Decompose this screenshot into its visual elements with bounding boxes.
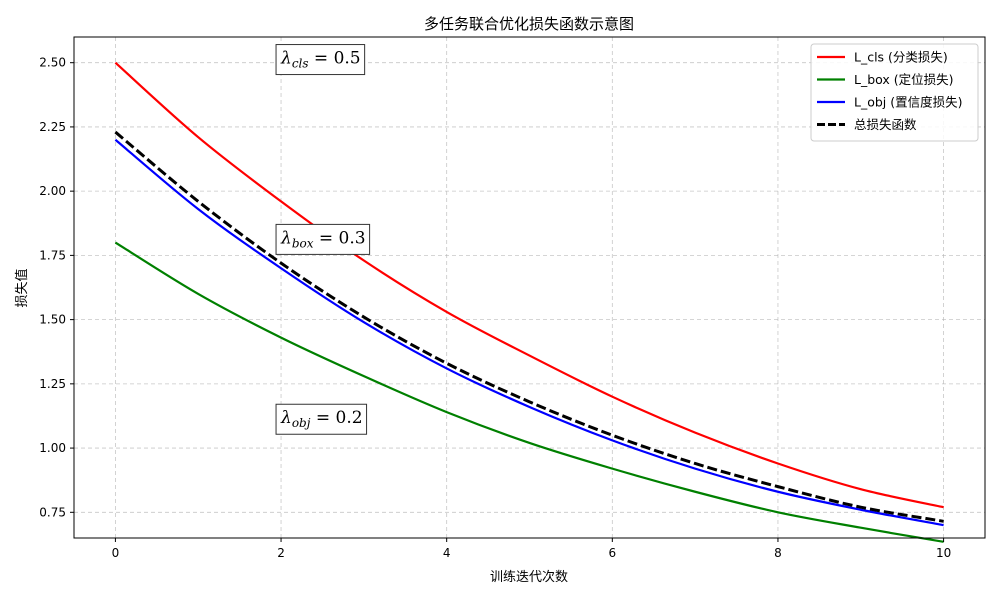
x-tick-label: 8	[774, 546, 782, 560]
y-axis-title: 损失值	[14, 268, 30, 307]
series-line-0	[114, 61, 944, 509]
annotation-box	[275, 44, 366, 76]
annotation-subscript: cls	[292, 57, 309, 71]
series-line-1	[114, 241, 944, 543]
legend-frame	[810, 43, 979, 142]
grid	[74, 37, 985, 538]
x-tick-label: 6	[608, 546, 616, 560]
x-tick-label: 2	[277, 546, 285, 560]
series-line-2	[114, 138, 944, 527]
y-tick-label: 1.25	[39, 377, 66, 391]
plot-area-frame	[73, 36, 986, 539]
legend-label: L_obj (置信度损失)	[854, 95, 963, 110]
annotation-subscript: box	[292, 236, 314, 250]
y-axis: 0.75 1.00 1.25 1.50 1.75 2.00 2.25 2.50	[39, 56, 74, 519]
x-tick-label: 0	[112, 546, 120, 560]
annotation-text: λobj = 0.2	[280, 408, 363, 430]
annotation-1: λbox = 0.3	[275, 223, 371, 255]
annotation-lambda: λ	[280, 228, 292, 248]
annotation-value: = 0.3	[314, 228, 366, 248]
x-axis: 0 2 4 6 8 10	[112, 538, 951, 560]
annotation-0: λcls = 0.5	[275, 44, 366, 76]
legend-item: 总损失函数	[817, 117, 917, 132]
annotation-lambda: λ	[280, 49, 292, 69]
legend-label: L_box (定位损失)	[854, 72, 954, 87]
y-tick-label: 2.00	[39, 184, 66, 198]
x-tick-label: 10	[936, 546, 951, 560]
legend-label: 总损失函数	[854, 117, 917, 132]
annotation-text: λcls = 0.5	[280, 49, 361, 71]
annotation-value: = 0.5	[309, 49, 361, 69]
y-tick-label: 1.00	[39, 441, 66, 455]
y-tick-label: 0.75	[39, 505, 66, 519]
series-layer	[114, 61, 944, 543]
annotation-value: = 0.2	[310, 408, 362, 428]
annotation-2: λobj = 0.2	[275, 403, 368, 435]
y-tick-label: 2.25	[39, 120, 66, 134]
x-axis-title: 训练迭代次数	[490, 569, 568, 585]
y-tick-label: 1.75	[39, 248, 66, 262]
y-tick-label: 1.50	[39, 313, 66, 327]
legend: L_cls (分类损失) L_box (定位损失) L_obj (置信度损失) 总损失…	[810, 43, 979, 142]
x-tick-label: 4	[443, 546, 451, 560]
y-tick-label: 2.50	[39, 56, 66, 70]
annotation-box	[275, 403, 368, 435]
legend-label: L_cls (分类损失)	[854, 50, 948, 65]
legend-item: L_box (定位损失)	[817, 72, 954, 87]
annotation-box	[275, 223, 371, 255]
series-line-3	[114, 130, 944, 523]
annotation-text: λbox = 0.3	[280, 228, 366, 250]
legend-item: L_cls (分类损失)	[817, 50, 948, 65]
legend-item: L_obj (置信度损失)	[817, 95, 963, 110]
annotation-lambda: λ	[280, 408, 292, 428]
annotation-subscript: obj	[292, 416, 311, 430]
chart-title: 多任务联合优化损失函数示意图	[424, 15, 634, 33]
